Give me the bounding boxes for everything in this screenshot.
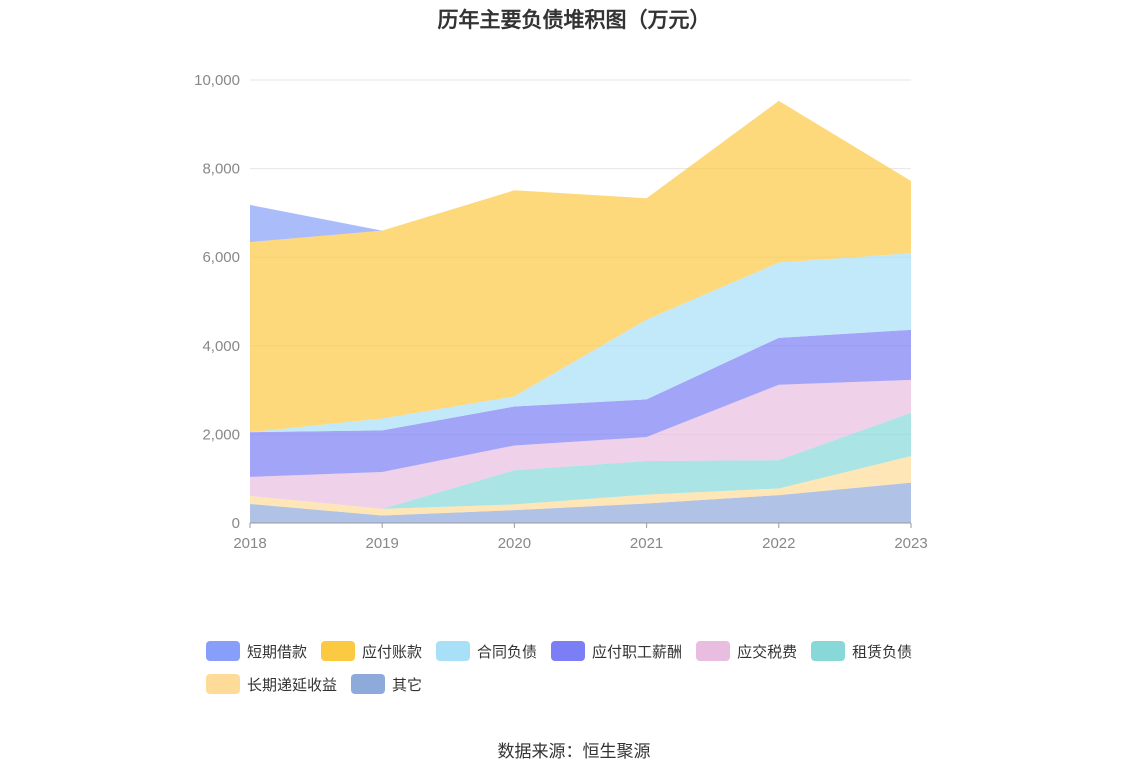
legend-swatch — [321, 641, 356, 661]
x-tick-label: 2022 — [762, 535, 795, 552]
y-tick-label: 6,000 — [202, 249, 240, 266]
legend-label: 合同负债 — [477, 643, 538, 661]
legend-swatch — [351, 674, 386, 694]
legend-swatch — [206, 641, 240, 661]
legend-item-lease-liabilities[interactable]: 租赁负债 — [811, 641, 912, 662]
x-tick-label: 2020 — [498, 535, 531, 552]
legend-label: 短期借款 — [247, 643, 308, 661]
area-series[interactable] — [250, 412, 911, 509]
area-series[interactable] — [250, 253, 911, 433]
area-series[interactable] — [250, 482, 911, 523]
x-tick-label: 2021 — [630, 535, 663, 552]
x-tick-label: 2023 — [894, 535, 927, 552]
y-tick-label: 0 — [232, 515, 240, 532]
y-tick-label: 2,000 — [202, 426, 240, 443]
x-tick-label: 2019 — [366, 535, 399, 552]
legend-item-deferred-income[interactable]: 长期递延收益 — [206, 674, 337, 695]
data-source: 数据来源：恒生聚源 — [497, 742, 651, 761]
y-tick-label: 4,000 — [202, 338, 240, 355]
legend-item-accounts-payable[interactable]: 应付账款 — [321, 641, 422, 662]
area-series[interactable] — [250, 379, 911, 509]
y-tick-label: 10,000 — [194, 72, 240, 89]
legend-label: 应付账款 — [362, 643, 423, 661]
legend-swatch — [696, 641, 731, 661]
legend-label: 长期递延收益 — [247, 676, 338, 694]
legend-label: 租赁负债 — [852, 643, 913, 661]
legend-row-2: 长期递延收益 其它 — [206, 673, 966, 695]
legend-item-employee-payroll[interactable]: 应付职工薪酬 — [551, 641, 682, 662]
chart-title: 历年主要负债堆积图（万元） — [437, 9, 711, 32]
legend-label: 应付职工薪酬 — [592, 643, 683, 661]
legend-swatch — [436, 641, 471, 661]
area-series[interactable] — [250, 456, 911, 516]
legend-swatch — [811, 641, 846, 661]
area-series[interactable] — [250, 100, 911, 433]
y-tick-label: 8,000 — [202, 161, 240, 178]
area-series[interactable] — [250, 100, 911, 243]
legend-swatch — [206, 674, 240, 694]
stacked-area-chart: 0 2,000 4,000 6,000 8,000 10,000 2018 2019 2020 2… — [194, 72, 928, 552]
area-series[interactable] — [250, 329, 911, 477]
legend-label: 其它 — [392, 676, 423, 694]
legend-label: 应交税费 — [737, 643, 798, 661]
legend-item-contract-liabilities[interactable]: 合同负债 — [436, 641, 537, 662]
x-tick-label: 2018 — [233, 535, 266, 552]
legend-row-1: 短期借款 应付账款 合同负债 应付职工薪酬 应交税费 租赁负债 — [206, 640, 966, 662]
legend-item-short-term-loans[interactable]: 短期借款 — [206, 641, 307, 662]
legend: 短期借款 应付账款 合同负债 应付职工薪酬 应交税费 租赁负债 长期递延收益 — [206, 640, 966, 706]
legend-swatch — [551, 641, 586, 661]
legend-item-other[interactable]: 其它 — [351, 674, 422, 695]
legend-item-taxes-payable[interactable]: 应交税费 — [696, 641, 797, 662]
